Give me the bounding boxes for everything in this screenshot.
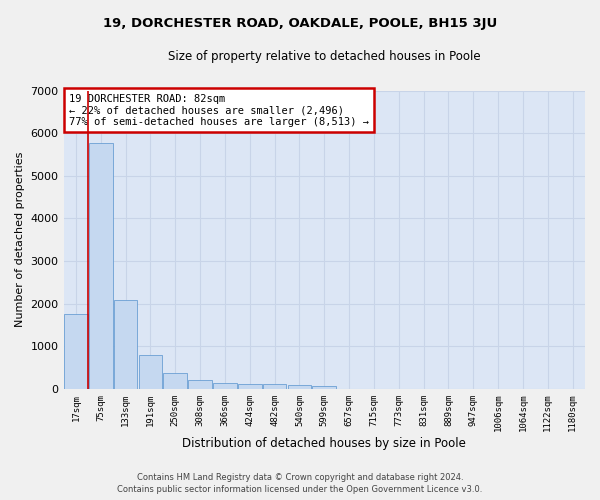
X-axis label: Distribution of detached houses by size in Poole: Distribution of detached houses by size … [182, 437, 466, 450]
Text: Contains HM Land Registry data © Crown copyright and database right 2024.
Contai: Contains HM Land Registry data © Crown c… [118, 472, 482, 494]
Title: Size of property relative to detached houses in Poole: Size of property relative to detached ho… [168, 50, 481, 63]
Bar [89, 142, 113, 389]
Bar [114, 300, 137, 389]
Bar [188, 380, 212, 389]
Bar [238, 384, 262, 389]
Bar [213, 383, 237, 389]
Text: 19 DORCHESTER ROAD: 82sqm
← 22% of detached houses are smaller (2,496)
77% of se: 19 DORCHESTER ROAD: 82sqm ← 22% of detac… [69, 94, 369, 126]
Bar [313, 386, 336, 389]
Bar [139, 355, 162, 389]
Text: 19, DORCHESTER ROAD, OAKDALE, POOLE, BH15 3JU: 19, DORCHESTER ROAD, OAKDALE, POOLE, BH1… [103, 18, 497, 30]
Bar [263, 384, 286, 389]
Bar [64, 314, 88, 389]
Y-axis label: Number of detached properties: Number of detached properties [15, 152, 25, 328]
Bar [163, 373, 187, 389]
Bar [287, 385, 311, 389]
